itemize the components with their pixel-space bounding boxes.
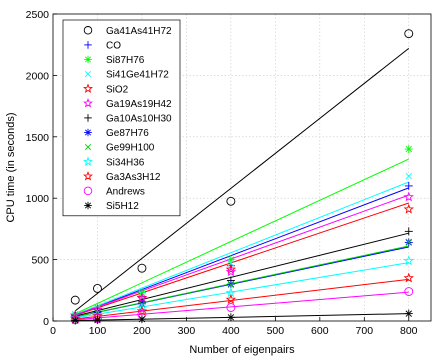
legend-label: SiO2 [106,84,129,95]
data-point [225,294,237,304]
data-markers [70,29,414,325]
legend-marker [84,128,92,137]
legend-marker [83,98,93,108]
x-axis-ticks: 0 100 200 300 400 500 600 700 800 [50,317,418,337]
x-tick-label: 300 [178,325,196,337]
legend-marker [83,171,93,181]
data-point [405,172,412,180]
data-point [405,238,412,245]
legend-label: Ge87H76 [106,128,149,139]
data-point [404,227,413,236]
y-tick-label: 2000 [26,70,50,82]
data-point [404,145,413,154]
data-point [227,260,235,267]
data-point [93,284,102,293]
plot-frame [52,13,432,322]
fit-line [75,158,409,315]
data-point [403,191,414,202]
legend: Ga41As41H72 CO Si87H76 Si41Ge41H72 SiO2 Ga19A… [62,19,181,217]
fit-line [75,181,409,316]
legend-label: Ga41As41H72 [106,26,172,37]
legend-label: Ge99H100 [106,143,155,154]
fit-line [75,278,409,320]
legend-box [62,19,181,217]
fit-line [75,291,409,321]
fit-line [75,313,409,322]
fit-line [75,245,409,318]
fit-line [75,202,409,316]
x-tick-label: 800 [400,325,418,337]
fit-line [75,262,409,319]
x-tick-label: 700 [356,325,374,337]
data-point [70,295,80,305]
legend-label: Ga3As3H12 [106,172,161,183]
data-point [137,263,147,273]
x-tick-label: 600 [311,325,329,337]
fit-lines [74,47,410,322]
legend-label: Si5H12 [106,201,139,212]
legend-marker [84,71,92,78]
x-axis-label: Number of eigenpairs [189,344,295,356]
fit-line [75,232,409,317]
y-tick-label: 2500 [26,9,50,21]
y-axis-ticks: 0 500 1000 1500 2000 2500 [26,9,57,328]
data-point [226,196,236,206]
legend-label: Si41Ge41H72 [106,70,169,81]
data-point [225,263,237,274]
y-axis-label: CPU time (in seconds) [5,112,17,222]
data-point [227,281,235,288]
x-tick-label: 100 [89,325,107,337]
y-tick-label: 0 [43,316,49,328]
y-tick-label: 1000 [26,193,50,205]
legend-marker [83,83,93,93]
x-tick-label: 400 [222,325,240,337]
data-point [403,272,414,283]
data-point [404,29,414,39]
fit-line [75,187,409,316]
x-tick-label: 200 [133,325,151,337]
legend-marker [84,41,92,49]
x-tick-label: 0 [50,325,56,337]
legend-marker [83,186,93,196]
data-point [71,316,80,325]
legend-marker [84,144,92,151]
data-point [226,303,236,312]
legend-label: Si34H36 [106,157,145,168]
legend-label: Andrews [106,187,145,198]
legend-marker [84,114,92,122]
data-point [404,309,413,318]
y-tick-label: 500 [31,255,49,267]
x-tick-label: 500 [267,325,285,337]
data-point [225,266,237,277]
legend-marker [84,55,92,64]
legend-label: Ga19As19H42 [106,99,172,110]
data-point [404,287,414,296]
legend-marker [84,201,92,210]
legend-label: CO [106,41,121,52]
data-point [404,181,413,190]
legend-label: Ga10As10H30 [106,114,172,125]
fit-line [75,194,409,316]
data-point [403,255,414,266]
legend-marker [83,26,93,35]
fit-line [74,47,410,312]
data-point [403,203,414,214]
legend-marker [83,156,93,166]
y-tick-label: 1500 [26,132,50,144]
data-point [136,305,148,316]
data-point [226,255,235,264]
legend-label: Si87H76 [106,55,145,66]
